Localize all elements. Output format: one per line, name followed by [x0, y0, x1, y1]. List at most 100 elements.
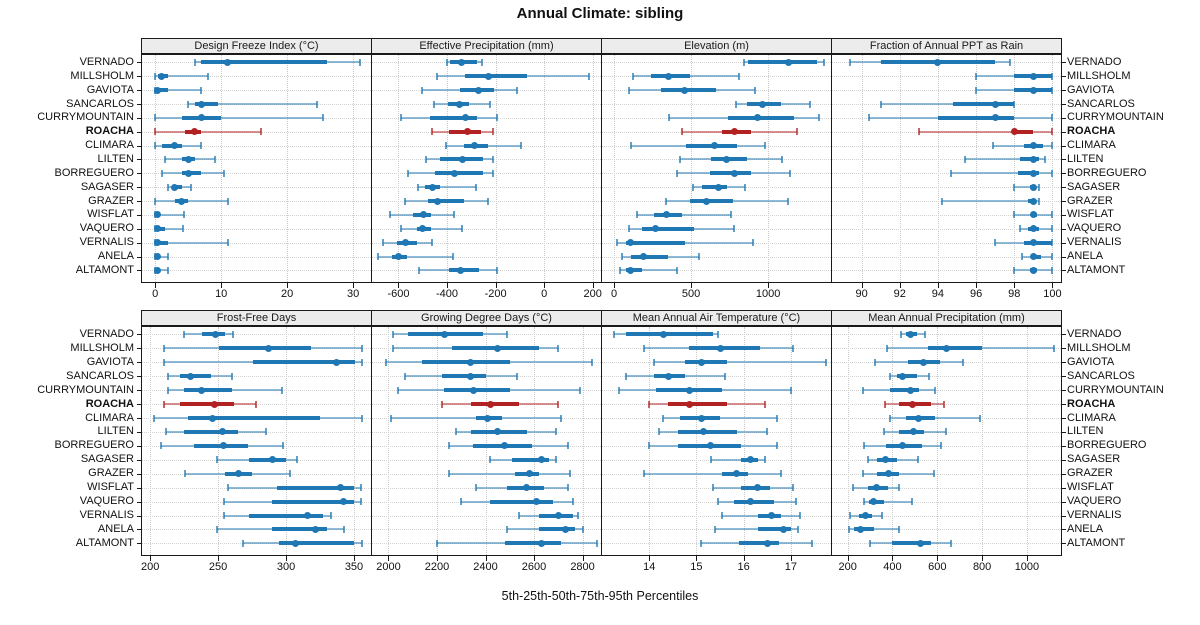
- interval-vaquero-cap-high: [181, 225, 184, 233]
- interval-vernado-median-dot: [659, 330, 667, 338]
- interval-lilten-box: [184, 429, 239, 434]
- interval-sancarlos-median-dot: [899, 372, 907, 380]
- interval-anela-cap-low: [506, 525, 509, 533]
- interval-borreguero-median-dot: [220, 442, 228, 450]
- interval-grazer-cap-low: [643, 470, 646, 478]
- interval-sagaser-cap-high: [917, 456, 920, 464]
- site-label-climara: CLIMARA: [1067, 139, 1116, 152]
- interval-climara-cap-high: [775, 414, 778, 422]
- interval-altamont-whisker: [155, 269, 169, 272]
- site-label-sagaser: SAGASER: [1067, 453, 1121, 466]
- axis-tick-label: 100: [1043, 288, 1062, 300]
- row-tick: [137, 501, 141, 503]
- interval-borreguero-cap-low: [448, 442, 451, 450]
- axis-tick-label: 350: [344, 561, 364, 573]
- interval-climara-whisker: [390, 417, 561, 419]
- site-label-millsholm: MILLSHOLM: [70, 341, 134, 354]
- interval-lilten-median-dot: [1029, 155, 1037, 163]
- panel-mean-annual-precipitation-mm: [831, 326, 1062, 556]
- interval-anela-box: [630, 254, 668, 259]
- gridline-vertical: [218, 327, 220, 555]
- interval-gaviota-cap-high: [1051, 86, 1054, 94]
- gridline-horizontal: [142, 145, 371, 147]
- interval-gaviota-median-dot: [332, 358, 340, 366]
- site-label-currymountain: CURRYMOUNTAIN: [37, 383, 134, 396]
- interval-wisflat-median-dot: [1029, 211, 1037, 219]
- interval-vaquero-cap-high: [1051, 225, 1054, 233]
- interval-roacha-cap-low: [680, 128, 683, 136]
- gridline-horizontal: [832, 334, 1061, 336]
- interval-vernalis-cap-high: [751, 239, 754, 247]
- axis-tick-label: 14: [643, 561, 656, 573]
- interval-currymountain-cap-high: [322, 114, 325, 122]
- interval-sagaser-median-dot: [537, 456, 545, 464]
- axis-tick: [221, 283, 223, 288]
- interval-climara-cap-low: [662, 414, 665, 422]
- gridline-horizontal: [832, 390, 1061, 392]
- interval-anela-whisker: [715, 528, 798, 531]
- gridline-vertical: [398, 55, 400, 282]
- interval-wisflat-cap-high: [567, 484, 569, 492]
- site-label-altamont: ALTAMONT: [1067, 536, 1126, 549]
- axis-tick: [982, 556, 984, 561]
- interval-vaquero-cap-high: [794, 498, 797, 506]
- gridline-horizontal: [372, 256, 601, 258]
- interval-altamont-cap-high: [495, 266, 498, 274]
- interval-borreguero-box: [434, 171, 484, 176]
- interval-currymountain-cap-high: [280, 386, 283, 394]
- interval-grazer-median-dot: [178, 197, 186, 205]
- axis-tick-label: 2200: [424, 561, 450, 573]
- interval-grazer-cap-low: [184, 470, 187, 478]
- axis-tick: [398, 283, 400, 288]
- site-label-vernalis: VERNALIS: [1067, 236, 1122, 249]
- interval-millsholm-cap-low: [643, 344, 646, 352]
- interval-climara-median-dot: [697, 414, 705, 422]
- interval-anela-median-dot: [639, 253, 647, 261]
- row-tick: [1062, 390, 1066, 392]
- interval-lilten-cap-low: [164, 155, 167, 163]
- site-label-wisflat: WISFLAT: [1067, 208, 1114, 221]
- interval-vernalis-cap-high: [1051, 239, 1054, 247]
- site-label-climara: CLIMARA: [85, 411, 134, 424]
- site-label-sancarlos: SANCARLOS: [66, 97, 134, 110]
- interval-anela-box: [757, 527, 791, 532]
- interval-altamont-cap-high: [596, 539, 599, 547]
- gridline-horizontal: [602, 256, 831, 258]
- row-tick: [137, 256, 141, 258]
- axis-tick: [937, 556, 939, 561]
- gridline-horizontal: [832, 256, 1061, 258]
- interval-altamont-median-dot: [763, 539, 771, 547]
- site-label-vaquero: VAQUERO: [79, 222, 134, 235]
- interval-grazer-cap-high: [487, 197, 490, 205]
- interval-sagaser-whisker: [710, 458, 765, 461]
- interval-vernado-cap-low: [743, 58, 746, 66]
- interval-roacha-cap-low: [648, 400, 651, 408]
- interval-gaviota-box: [684, 360, 728, 365]
- interval-sagaser-box: [249, 457, 287, 462]
- interval-anela-median-dot: [312, 525, 320, 533]
- interval-vernalis-cap-low: [381, 239, 384, 247]
- interval-sancarlos-cap-high: [488, 100, 491, 108]
- interval-climara-cap-high: [978, 414, 981, 422]
- interval-anela-box: [272, 527, 327, 532]
- interval-sagaser-cap-low: [416, 183, 419, 191]
- interval-borreguero-cap-high: [1051, 169, 1054, 177]
- axis-tick-label: 92: [893, 288, 906, 300]
- row-tick: [137, 117, 141, 119]
- interval-altamont-cap-low: [869, 539, 872, 547]
- axis-tick-label: 96: [969, 288, 983, 300]
- interval-climara-cap-high: [1051, 142, 1054, 150]
- interval-altamont-cap-low: [619, 266, 622, 274]
- panel-strip-label: Elevation (m): [684, 40, 749, 52]
- interval-sagaser-cap-high: [475, 183, 478, 191]
- interval-sancarlos-median-dot: [455, 100, 463, 108]
- interval-currymountain-cap-low: [668, 114, 671, 122]
- interval-millsholm-cap-low: [154, 72, 157, 80]
- axis-tick: [691, 283, 693, 288]
- row-tick: [137, 348, 141, 350]
- interval-borreguero-box: [709, 171, 752, 176]
- interval-millsholm-cap-high: [1051, 72, 1054, 80]
- panel-strip-label: Mean Annual Air Temperature (°C): [632, 312, 801, 324]
- interval-millsholm-median-dot: [494, 344, 502, 352]
- interval-lilten-cap-low: [882, 428, 885, 436]
